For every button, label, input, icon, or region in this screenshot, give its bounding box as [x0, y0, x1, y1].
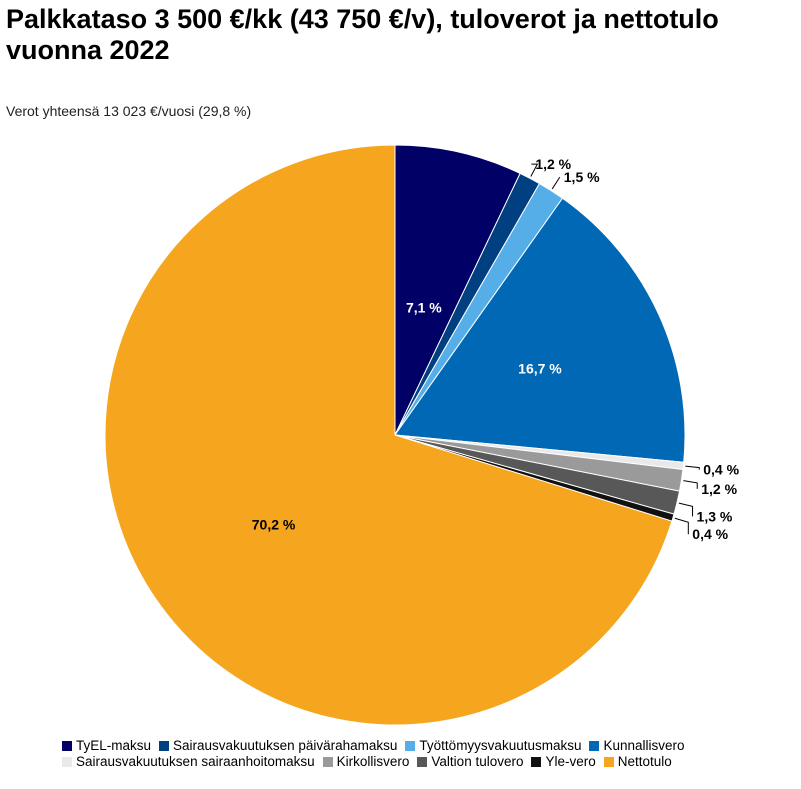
- slice-label-sairausvakuutuksen-sairaanhoitomaksu: 0,4 %: [703, 462, 739, 478]
- legend-label: Yle-vero: [545, 754, 596, 769]
- legend-label: Nettotulo: [617, 754, 672, 769]
- slice-label-kunnallisvero: 16,7 %: [518, 360, 562, 376]
- slice-label-tyel-maksu: 7,1 %: [406, 300, 442, 316]
- legend-item-sairausvakuutuksen-sairaanhoitomaksu: Sairausvakuutuksen sairaanhoitomaksu: [62, 754, 315, 770]
- legend-label: Kunnallisvero: [603, 738, 685, 753]
- leader-line-sairausvakuutuksen-paivarahamaksu: [530, 163, 539, 177]
- legend-label: Sairausvakuutuksen sairaanhoitomaksu: [76, 754, 315, 769]
- chart-subtitle: Verot yhteensä 13 023 €/vuosi (29,8 %): [6, 103, 252, 119]
- slice-label-nettotulo: 70,2 %: [252, 516, 296, 532]
- leader-line-valtion-tulovero: [678, 502, 694, 517]
- chart-legend: TyEL-maksu Sairausvakuutuksen päivärahama…: [62, 738, 797, 770]
- slice-label-valtion-tulovero: 1,3 %: [697, 508, 733, 524]
- slice-label-tyottomyysvakuutusmaksu: 1,5 %: [564, 169, 600, 185]
- legend-item-tyel-maksu: TyEL-maksu: [62, 738, 151, 754]
- legend-swatch: [531, 757, 542, 767]
- slice-label-yle-vero: 0,4 %: [692, 526, 728, 542]
- legend-item-valtion-tulovero: Valtion tulovero: [417, 754, 523, 770]
- legend-label: Valtion tulovero: [431, 754, 524, 769]
- legend-label: TyEL-maksu: [76, 738, 152, 753]
- pie-slice-tyel-maksu: [394, 144, 521, 436]
- leader-line-kirkollisvero: [683, 480, 698, 489]
- legend-swatch: [405, 741, 416, 751]
- leader-line-sairausvakuutuksen-sairaanhoitomaksu: [685, 465, 700, 470]
- pie-slice-nettotulo: [104, 144, 673, 726]
- pie-chart: 7,1 %1,2 %1,5 %16,7 %0,4 %1,2 %1,3 %0,4 …: [104, 144, 740, 726]
- pie-slice-kunnallisvero: [394, 197, 686, 463]
- legend-label: Sairausvakuutuksen päivärahamaksu: [173, 738, 398, 753]
- legend-swatch: [159, 741, 170, 751]
- slice-label-sairausvakuutuksen-paivarahamaksu: 1,2 %: [535, 156, 571, 172]
- legend-item-nettotulo: Nettotulo: [603, 754, 672, 770]
- leader-line-tyottomyysvakuutusmaksu: [551, 176, 561, 190]
- legend-label: Kirkollisvero: [336, 754, 410, 769]
- legend-swatch: [62, 741, 72, 751]
- legend-swatch: [322, 757, 333, 767]
- slice-label-kirkollisvero: 1,2 %: [701, 481, 737, 497]
- legend-item-yle-vero: Yle-vero: [531, 754, 596, 770]
- legend-item-tyottomyysvakuutusmaksu: Työttömyysvakuutusmaksu: [405, 738, 581, 754]
- legend-label: Työttömyysvakuutusmaksu: [419, 738, 582, 753]
- leader-line-yle-vero: [674, 517, 689, 535]
- legend-item-kunnallisvero: Kunnallisvero: [589, 738, 685, 754]
- legend-swatch: [62, 757, 72, 767]
- chart-title: Palkkataso 3 500 €/kk (43 750 €/v), tulo…: [6, 4, 719, 65]
- legend-swatch: [603, 757, 614, 767]
- legend-item-kirkollisvero: Kirkollisvero: [322, 754, 410, 770]
- legend-swatch: [589, 741, 600, 751]
- legend-swatch: [417, 757, 428, 767]
- legend-item-sairausvakuutuksen-paivarahamaksu: Sairausvakuutuksen päivärahamaksu: [159, 738, 397, 754]
